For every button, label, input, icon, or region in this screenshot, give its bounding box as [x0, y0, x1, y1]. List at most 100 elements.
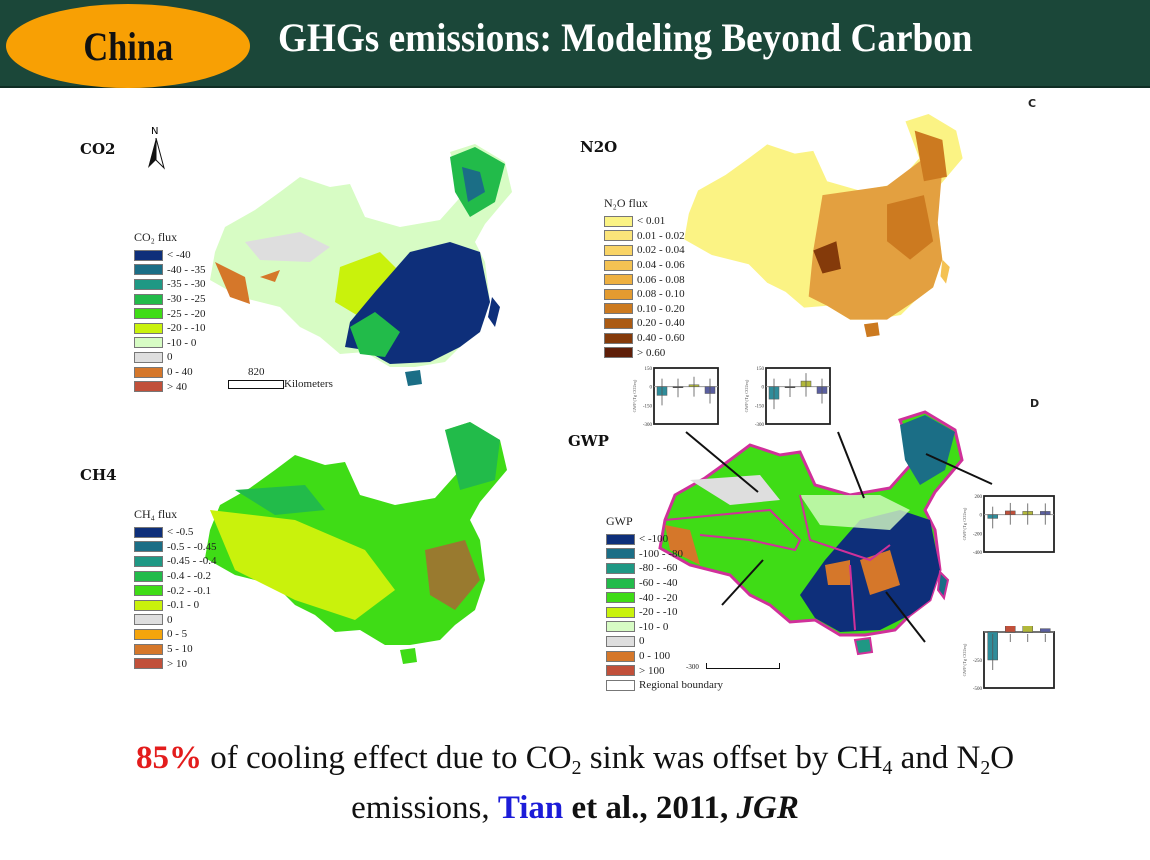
legend-swatch: [134, 585, 163, 597]
leader-line: [721, 559, 764, 606]
legend-label: 5 - 10: [167, 643, 193, 656]
legend-label: -20 - -10: [167, 322, 206, 335]
legend-label: < -40: [167, 249, 191, 262]
inset-tick-label: -200: [973, 532, 983, 537]
legend-swatch: [606, 650, 635, 662]
co2-legend-item: -25 - -20: [134, 306, 206, 321]
n2o-legend-item: > 0.60: [604, 345, 685, 360]
gwp-map: [658, 410, 964, 656]
co2-map: [210, 144, 512, 386]
caption-text: emissions,: [351, 789, 498, 826]
gwp-scale-bar: -300: [686, 660, 780, 672]
legend-swatch: [604, 303, 633, 315]
ch4-legend-item: < -0.5: [134, 525, 217, 540]
slide-caption: 85% of cooling effect due to CO2 sink wa…: [0, 738, 1150, 828]
legend-label: 0: [167, 613, 173, 626]
gwp-legend-item: Regional boundary: [606, 678, 723, 693]
gwp-legend-item: > 100: [606, 663, 723, 678]
leader-line: [837, 431, 865, 499]
co2-legend-item: -40 - -35: [134, 263, 206, 278]
legend-swatch: [134, 555, 163, 567]
co2-legend-item: -35 - -30: [134, 277, 206, 292]
legend-swatch: [134, 628, 163, 640]
gwp-scale-line: [705, 663, 780, 669]
ch4-legend-item: 5 - 10: [134, 642, 217, 657]
gwp-inset-chart-1: 150 0 -150 -300 GWP (Tg CO2eq): [632, 367, 719, 428]
panel-letter-d: D: [1030, 397, 1040, 410]
inset-tick-label: 0: [980, 514, 983, 519]
ch4-legend-item: -0.5 - -0.45: [134, 540, 217, 555]
n2o-legend-title: N₂O flux: [604, 196, 648, 210]
caption-text: sink was offset by CH: [581, 740, 883, 776]
legend-label: 0.08 - 0.10: [637, 288, 685, 301]
n2o-panel-label: N2O: [580, 138, 618, 156]
ch4-legend-item: -0.45 - -0.4: [134, 554, 217, 569]
caption-sub: 2: [571, 756, 582, 779]
legend-swatch: [606, 665, 635, 677]
legend-swatch: [134, 278, 163, 290]
co2-legend-title: CO₂ flux: [134, 230, 178, 244]
legend-label: 0.06 - 0.08: [637, 273, 685, 286]
panel-letter-c: C: [1028, 97, 1037, 110]
legend-label: -60 - -40: [639, 577, 678, 590]
co2-scale-value: 820: [248, 366, 265, 378]
legend-swatch: [604, 317, 633, 329]
gwp-legend-item: < -100: [606, 532, 723, 547]
legend-swatch: [134, 366, 163, 378]
ch4-panel-label: CH4: [80, 466, 117, 484]
inset-tick-label: 0: [650, 386, 653, 391]
inset-y-label: GWP (Tg CO2eq): [744, 379, 749, 412]
inset-bar: [1040, 628, 1051, 633]
co2-legend-item: -30 - -25: [134, 292, 206, 307]
caption-sub: 4: [882, 756, 893, 779]
legend-swatch: [134, 541, 163, 553]
n2o-legend-item: 0.20 - 0.40: [604, 316, 685, 331]
north-label: N: [151, 126, 159, 137]
legend-swatch: [134, 599, 163, 611]
legend-swatch: [606, 679, 635, 691]
legend-swatch: [604, 215, 633, 227]
co2-legend-item: -10 - 0: [134, 336, 206, 351]
inset-bar: [1022, 626, 1033, 633]
legend-swatch: [606, 548, 635, 560]
legend-label: -25 - -20: [167, 307, 206, 320]
caption-author: Tian: [497, 789, 564, 826]
n2o-legend-item: 0.10 - 0.20: [604, 302, 685, 317]
legend-label: -100 - -80: [639, 547, 683, 560]
n2o-legend-item: 0.08 - 0.10: [604, 287, 685, 302]
legend-label: 0.04 - 0.06: [637, 259, 685, 272]
inset-frame: [653, 367, 719, 425]
legend-label: > 10: [167, 657, 187, 670]
legend-label: Regional boundary: [639, 679, 724, 692]
co2-scale-unit: Kilometers: [284, 378, 333, 390]
co2-legend-item: 0 - 40: [134, 365, 206, 380]
legend-label: -0.2 - -0.1: [167, 584, 211, 597]
inset-tick-label: -150: [755, 404, 765, 409]
inset-tick-label: -300: [755, 423, 765, 428]
legend-label: 0 - 5: [167, 628, 188, 641]
legend-label: 0 - 40: [167, 366, 193, 379]
co2-panel-label: CO2: [80, 140, 116, 158]
inset-tick-label: -300: [643, 423, 653, 428]
ch4-legend-item: > 10: [134, 656, 217, 671]
ch4-legend-title: CH₄ flux: [134, 507, 178, 521]
legend-label: > 0.60: [637, 346, 666, 359]
legend-swatch: [606, 562, 635, 574]
legend-swatch: [606, 577, 635, 589]
gwp-legend-item: -60 - -40: [606, 576, 723, 591]
legend-label: -0.45 - -0.4: [167, 555, 217, 568]
legend-label: 0 - 100: [639, 650, 671, 663]
co2-legend-item: < -40: [134, 248, 206, 263]
legend-label: > 40: [167, 380, 187, 393]
gwp-scale-value: -300: [686, 663, 699, 671]
legend-label: -0.1 - 0: [167, 599, 200, 612]
legend-swatch: [606, 592, 635, 604]
inset-frame: [983, 495, 1055, 553]
caption-citation: et al., 2011,: [563, 789, 737, 826]
legend-label: < -0.5: [167, 526, 194, 539]
legend-swatch: [606, 533, 635, 545]
legend-swatch: [134, 308, 163, 320]
gwp-legend: GWP < -100 -100 - -80 -80 - -60 -60 - -40 -4…: [606, 514, 723, 693]
legend-label: -0.4 - -0.2: [167, 570, 211, 583]
